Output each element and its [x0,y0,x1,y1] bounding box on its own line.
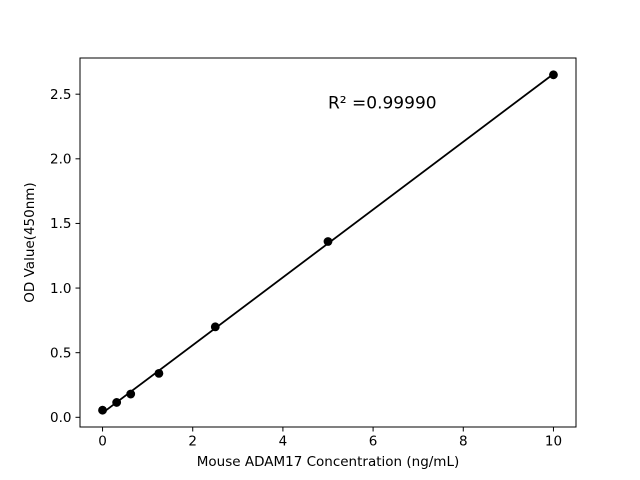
x-tick-label: 0 [98,434,107,450]
plot-border [79,57,577,428]
data-point [154,368,164,378]
x-tick-label: 2 [188,434,197,450]
r-squared-annotation: R² =0.99990 [328,93,437,113]
y-axis-label: OD Value(450nm) [22,182,38,302]
x-tick-label: 6 [369,434,378,450]
x-tick-label: 8 [459,434,468,450]
x-tick-label: 10 [545,434,562,450]
y-tick-label: 1.0 [50,281,71,297]
data-point [112,398,122,407]
data-point [210,322,220,332]
x-axis-label: Mouse ADAM17 Concentration (ng/mL) [197,454,460,470]
data-point [549,70,558,80]
data-point [126,389,136,399]
axis-ticks: 0 2 4 6 8 10 0.0 0.5 1.0 1.5 2.0 2.5 [50,87,562,450]
y-tick-label: 0.0 [50,410,71,426]
y-tick-label: 1.5 [50,216,71,232]
data-series [98,70,558,415]
data-point [323,237,333,246]
x-tick-label: 4 [279,434,288,450]
y-tick-label: 2.0 [50,152,71,168]
data-point [98,405,107,415]
y-tick-label: 0.5 [50,345,71,361]
y-tick-label: 2.5 [50,87,71,103]
